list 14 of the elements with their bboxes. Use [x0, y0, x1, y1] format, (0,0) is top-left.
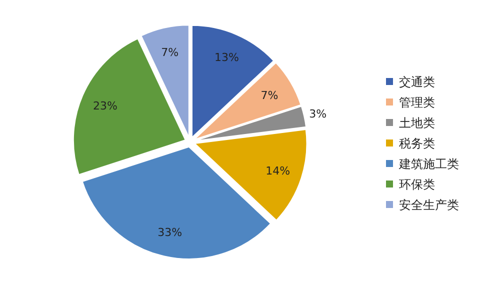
- data-label: 7%: [161, 46, 179, 59]
- data-label: 7%: [260, 88, 278, 102]
- legend-label: 环保类: [399, 178, 435, 192]
- legend-label: 建筑施工类: [398, 157, 459, 171]
- data-label: 33%: [158, 226, 182, 240]
- data-label: 23%: [93, 99, 118, 112]
- data-label: 3%: [309, 107, 327, 120]
- data-label: 14%: [266, 164, 290, 178]
- data-label: 13%: [214, 51, 239, 64]
- legend-label: 安全生产类: [399, 198, 459, 212]
- legend-label: 管理类: [399, 96, 435, 110]
- legend-label: 土地类: [399, 116, 435, 130]
- legend-label: 税务类: [399, 136, 435, 150]
- legend-label: 交通类: [399, 75, 435, 89]
